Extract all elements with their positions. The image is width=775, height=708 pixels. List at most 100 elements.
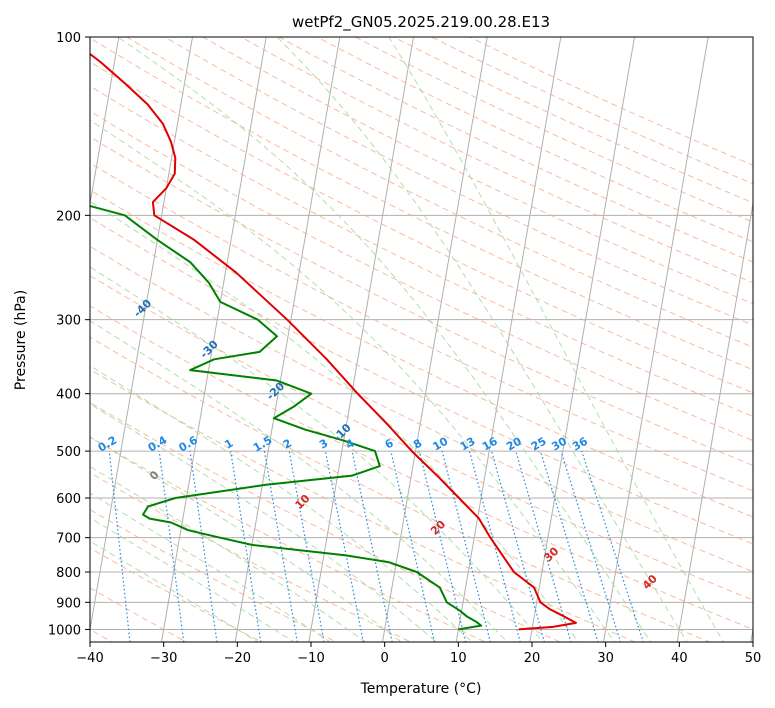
moist-adiabat-label: 40 bbox=[640, 572, 660, 592]
isotherm-line bbox=[455, 37, 562, 642]
isotherm-line bbox=[90, 37, 120, 207]
dry-adiabat-line bbox=[90, 368, 637, 642]
dry-adiabat-line bbox=[163, 37, 753, 326]
moist-adiabat-line bbox=[90, 119, 616, 642]
x-axis: −40 −30 −20 −10 0 10 20 30 40 50 bbox=[76, 642, 761, 666]
dry-adiabat-line bbox=[90, 110, 753, 442]
dry-adiabat-label: -60 bbox=[0, 211, 22, 234]
isotherm-line bbox=[602, 37, 709, 642]
dewpoint-line bbox=[90, 204, 483, 631]
isotherm-line bbox=[308, 37, 415, 642]
mixing-ratio-line bbox=[189, 451, 218, 642]
dry-adiabat-line bbox=[90, 402, 562, 642]
dry-adiabat-line bbox=[90, 217, 753, 545]
dry-adiabat-line bbox=[90, 61, 753, 394]
dry-adiabat-line bbox=[90, 472, 412, 642]
temperature-line bbox=[90, 52, 577, 631]
dry-adiabat-line bbox=[278, 37, 753, 263]
moist-adiabat-line bbox=[90, 540, 259, 642]
x-tick-label: 20 bbox=[524, 651, 541, 666]
y-axis: 1000 900 800 700 600 500 400 300 200 100 bbox=[48, 31, 90, 638]
dry-adiabat-line bbox=[430, 37, 753, 185]
chart-title: wetPf2_GN05.2025.219.00.28.E13 bbox=[292, 13, 550, 32]
dry-adiabat-line bbox=[90, 436, 487, 642]
x-tick-label: 40 bbox=[671, 651, 688, 666]
x-tick-label: −20 bbox=[224, 651, 251, 666]
dry-adiabat-line bbox=[239, 37, 753, 284]
isotherm-line bbox=[234, 37, 341, 642]
moist-adiabat-line bbox=[90, 365, 473, 642]
moist-adiabat-line bbox=[117, 37, 652, 642]
dry-adiabat-label: -30 bbox=[198, 338, 221, 361]
mixing-ratio-label: 6 bbox=[383, 436, 396, 451]
x-tick-label: 30 bbox=[597, 651, 614, 666]
isotherm-line bbox=[160, 37, 267, 642]
moist-adiabat-line bbox=[276, 37, 688, 642]
y-tick-label: 200 bbox=[56, 209, 81, 224]
moist-adiabat-line bbox=[90, 465, 367, 642]
moist-adiabat-line bbox=[90, 320, 508, 642]
isotherm-line bbox=[90, 37, 194, 633]
mixing-ratio-line bbox=[468, 450, 521, 642]
mixing-ratio-line bbox=[324, 450, 364, 642]
moist-adiabat-line bbox=[90, 517, 296, 642]
y-tick-label: 400 bbox=[56, 388, 81, 403]
mixing-ratio-line bbox=[390, 450, 436, 642]
mixing-ratio-line bbox=[560, 450, 622, 642]
x-tick-label: −10 bbox=[297, 651, 324, 666]
x-tick-label: −30 bbox=[150, 651, 177, 666]
y-tick-label: 100 bbox=[56, 31, 81, 46]
y-tick-label: 700 bbox=[56, 532, 81, 547]
moist-adiabat-label: 0 bbox=[147, 468, 162, 483]
dry-adiabat-line bbox=[90, 162, 753, 492]
y-tick-label: 600 bbox=[56, 492, 81, 507]
mixing-ratio-line bbox=[490, 450, 545, 642]
dry-adiabat-line bbox=[90, 547, 263, 642]
mixing-ratio-line bbox=[581, 450, 644, 642]
dry-adiabat-line bbox=[90, 509, 338, 642]
moist-adiabat-line bbox=[388, 37, 724, 642]
mixing-ratio-line bbox=[418, 450, 467, 642]
mixing-ratio-line bbox=[441, 450, 491, 642]
y-tick-label: 800 bbox=[56, 566, 81, 581]
mixing-ratio-line bbox=[158, 451, 185, 642]
y-tick-label: 900 bbox=[56, 596, 81, 611]
x-axis-label: Temperature (°C) bbox=[360, 681, 482, 697]
mixing-ratio-label: 8 bbox=[411, 437, 424, 452]
dry-adiabat-line bbox=[90, 85, 753, 417]
y-tick-label: 300 bbox=[56, 314, 81, 329]
dry-adiabat-line bbox=[90, 189, 753, 518]
dry-adiabat-line bbox=[90, 37, 753, 371]
dry-adiabat-line bbox=[125, 37, 753, 348]
y-tick-label: 500 bbox=[56, 445, 81, 460]
line-labels: 0.10.20.40.611.52346810131620253036-100-… bbox=[0, 211, 660, 593]
grid-layer bbox=[90, 37, 753, 642]
moist-adiabat-label: 10 bbox=[293, 492, 313, 512]
y-axis-label: Pressure (hPa) bbox=[13, 290, 29, 390]
isotherm-line bbox=[676, 200, 753, 642]
profile-lines bbox=[90, 52, 577, 631]
dry-adiabat-line bbox=[90, 136, 753, 466]
moist-adiabat-line bbox=[90, 266, 544, 642]
dry-adiabat-line bbox=[90, 587, 188, 642]
x-tick-label: −40 bbox=[76, 651, 103, 666]
y-tick-label: 1000 bbox=[48, 623, 81, 638]
isotherm-line bbox=[381, 37, 488, 642]
background-lines bbox=[90, 37, 753, 642]
mixing-ratio-line bbox=[230, 451, 262, 642]
dry-adiabat-label: -40 bbox=[131, 297, 154, 320]
x-tick-label: 0 bbox=[381, 651, 389, 666]
dry-adiabat-line bbox=[201, 37, 753, 305]
dry-adiabat-line bbox=[90, 336, 711, 642]
dry-adiabat-line bbox=[90, 245, 753, 573]
mixing-ratio-line bbox=[351, 450, 393, 642]
dry-adiabat-line bbox=[354, 37, 753, 223]
dry-adiabat-line bbox=[90, 305, 753, 630]
x-tick-label: 50 bbox=[745, 651, 762, 666]
moist-adiabat-label: 30 bbox=[541, 544, 561, 564]
dry-adiabat-line bbox=[90, 275, 753, 601]
x-tick-label: 10 bbox=[450, 651, 467, 666]
mixing-ratio-label: 3 bbox=[317, 437, 330, 452]
mixing-ratio-line bbox=[539, 450, 599, 642]
